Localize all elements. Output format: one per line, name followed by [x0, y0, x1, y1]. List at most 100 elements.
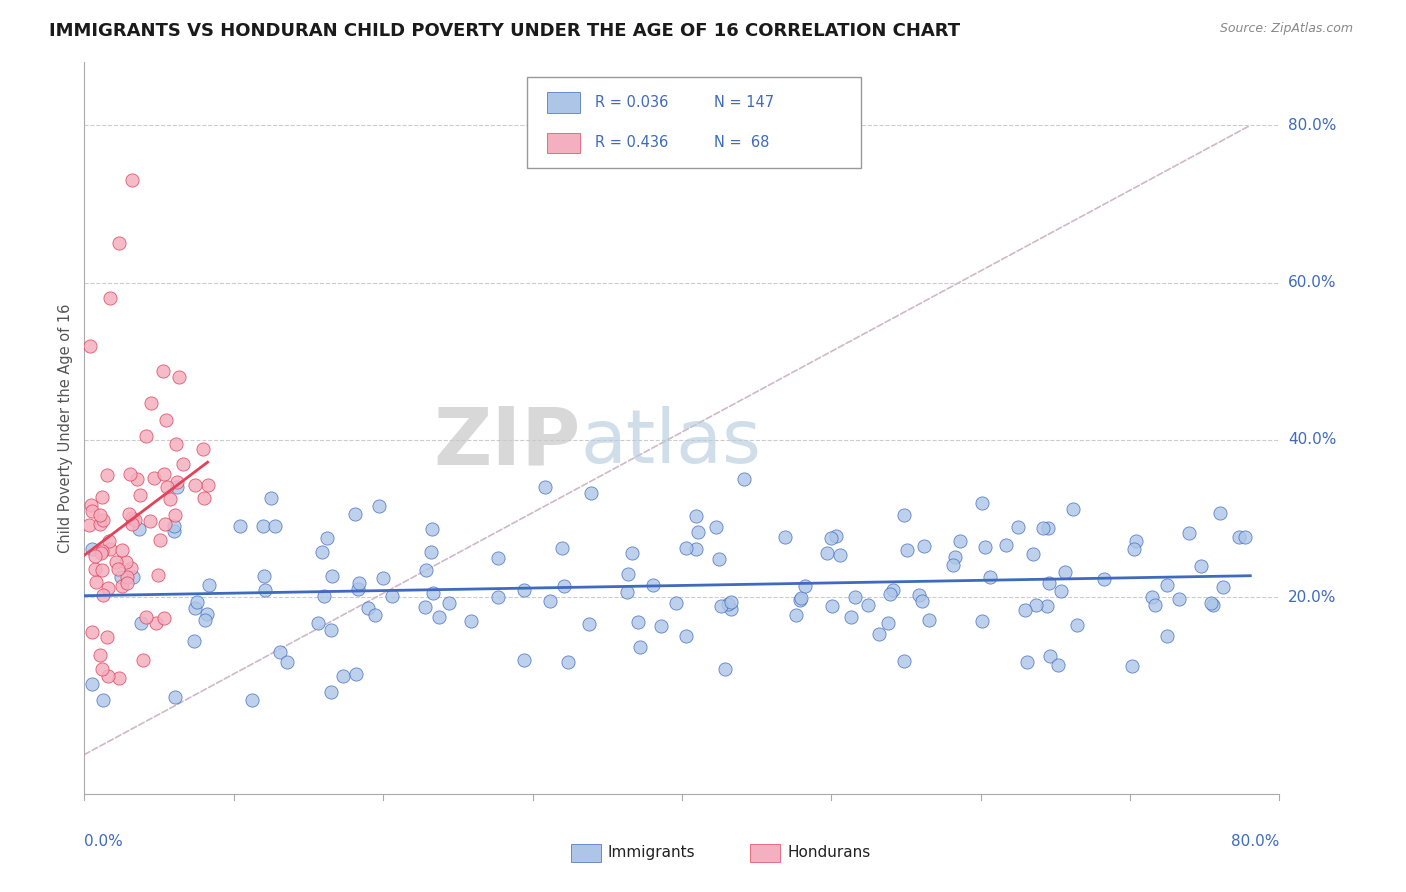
Text: Immigrants: Immigrants: [607, 845, 696, 860]
Point: [91, 490, 114, 504]
Text: 80.0%: 80.0%: [1232, 834, 1279, 849]
Text: 20.0%: 20.0%: [1288, 590, 1336, 605]
Point: [839, 609, 862, 624]
Point: [688, 524, 710, 539]
Point: [156, 480, 179, 494]
Point: [172, 457, 194, 471]
Point: [437, 597, 460, 611]
Point: [578, 617, 600, 632]
Point: [118, 507, 141, 521]
Point: [908, 588, 931, 602]
Point: [1178, 525, 1201, 540]
Point: [1140, 590, 1163, 604]
Point: [83, 549, 105, 564]
Point: [80, 504, 103, 518]
Point: [628, 640, 651, 654]
Point: [122, 570, 145, 584]
Point: [949, 533, 972, 548]
Point: [110, 570, 132, 584]
Point: [357, 600, 380, 615]
Point: [1209, 506, 1232, 520]
Point: [197, 478, 219, 492]
Point: [675, 629, 697, 643]
Point: [184, 478, 207, 492]
FancyBboxPatch shape: [547, 133, 581, 153]
Point: [381, 589, 404, 603]
Point: [98, 292, 121, 306]
Point: [79, 498, 101, 512]
Point: [108, 236, 131, 251]
Text: 60.0%: 60.0%: [1288, 275, 1336, 290]
Point: [413, 599, 436, 614]
Point: [1199, 596, 1222, 610]
Point: [1121, 659, 1143, 673]
Point: [773, 530, 796, 544]
Point: [183, 634, 205, 648]
Point: [675, 541, 697, 556]
Point: [415, 563, 437, 577]
Point: [84, 575, 107, 590]
Point: [135, 429, 157, 443]
Point: [856, 598, 879, 612]
Point: [127, 472, 149, 486]
Point: [124, 513, 146, 527]
Text: N =  68: N = 68: [714, 136, 769, 151]
Point: [643, 578, 665, 592]
Point: [627, 615, 650, 629]
Point: [321, 624, 343, 638]
Point: [347, 582, 370, 597]
Point: [650, 619, 672, 633]
Point: [253, 569, 276, 583]
Point: [717, 597, 740, 611]
Point: [114, 555, 136, 569]
Point: [135, 610, 157, 624]
Point: [1125, 533, 1147, 548]
Point: [117, 569, 139, 583]
Point: [90, 661, 112, 675]
Point: [312, 589, 335, 603]
Point: [166, 480, 188, 494]
FancyBboxPatch shape: [571, 844, 600, 862]
Text: Hondurans: Hondurans: [787, 845, 870, 860]
Point: [1038, 576, 1060, 591]
Point: [347, 575, 370, 590]
Point: [1046, 658, 1069, 673]
Point: [893, 508, 915, 523]
Point: [145, 615, 167, 630]
Point: [321, 569, 343, 583]
Point: [139, 514, 162, 528]
Point: [128, 523, 150, 537]
Point: [1007, 519, 1029, 533]
Point: [163, 524, 186, 539]
Point: [720, 595, 742, 609]
Point: [420, 522, 443, 536]
Point: [90, 546, 112, 560]
Point: [1015, 656, 1038, 670]
Point: [240, 692, 263, 706]
Point: [918, 613, 941, 627]
Point: [1050, 583, 1073, 598]
Point: [141, 396, 163, 410]
Text: Source: ZipAtlas.com: Source: ZipAtlas.com: [1219, 22, 1353, 36]
Point: [1092, 572, 1115, 586]
Point: [422, 586, 444, 600]
Point: [685, 508, 707, 523]
Point: [163, 690, 186, 705]
Point: [91, 543, 114, 558]
Point: [132, 653, 155, 667]
Point: [80, 677, 103, 691]
Point: [155, 517, 177, 532]
Point: [80, 624, 103, 639]
Point: [166, 475, 188, 489]
Point: [91, 513, 114, 527]
Point: [148, 568, 170, 582]
Text: 0.0%: 0.0%: [84, 834, 124, 849]
Point: [197, 578, 219, 592]
Text: 40.0%: 40.0%: [1288, 433, 1336, 448]
Point: [252, 518, 274, 533]
Point: [617, 567, 640, 582]
Text: IMMIGRANTS VS HONDURAN CHILD POVERTY UNDER THE AGE OF 16 CORRELATION CHART: IMMIGRANTS VS HONDURAN CHILD POVERTY UND…: [49, 22, 960, 40]
Point: [115, 575, 138, 590]
Text: 80.0%: 80.0%: [1288, 118, 1336, 133]
Point: [1122, 541, 1144, 556]
